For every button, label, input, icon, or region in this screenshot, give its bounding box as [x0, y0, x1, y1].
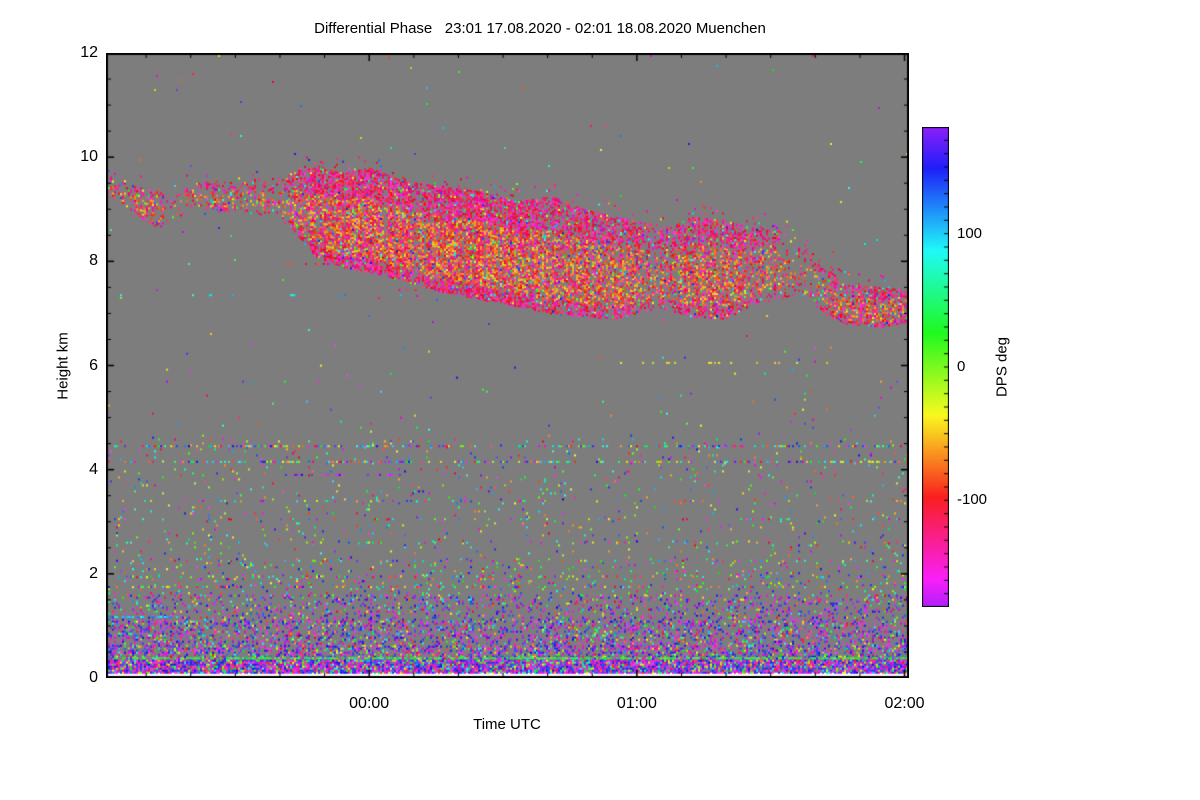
x-tick-label: 02:00 [884, 695, 925, 712]
colorbar-canvas [922, 127, 949, 607]
colorbar-tick-label: 100 [957, 224, 983, 242]
y-tick-label: 8 [89, 252, 98, 270]
chart-title: Differential Phase 23:01 17.08.2020 - 02… [314, 20, 766, 37]
heatmap-plot-canvas [106, 53, 909, 678]
y-tick-label: 2 [89, 564, 98, 582]
y-tick-label: 4 [89, 460, 98, 478]
y-tick-label: 10 [80, 148, 98, 166]
y-tick-label: 6 [89, 356, 98, 374]
y-tick-label: 12 [80, 44, 98, 61]
colorbar-title: DPS deg [993, 336, 1011, 398]
x-tick-label: 01:00 [616, 695, 657, 712]
colorbar-tick-label: -100 [957, 491, 988, 509]
y-tick-label: 0 [89, 669, 98, 686]
x-axis-title: Time UTC [473, 716, 541, 733]
x-tick-label: 00:00 [349, 695, 390, 712]
colorbar-tick-label: 0 [957, 358, 966, 375]
